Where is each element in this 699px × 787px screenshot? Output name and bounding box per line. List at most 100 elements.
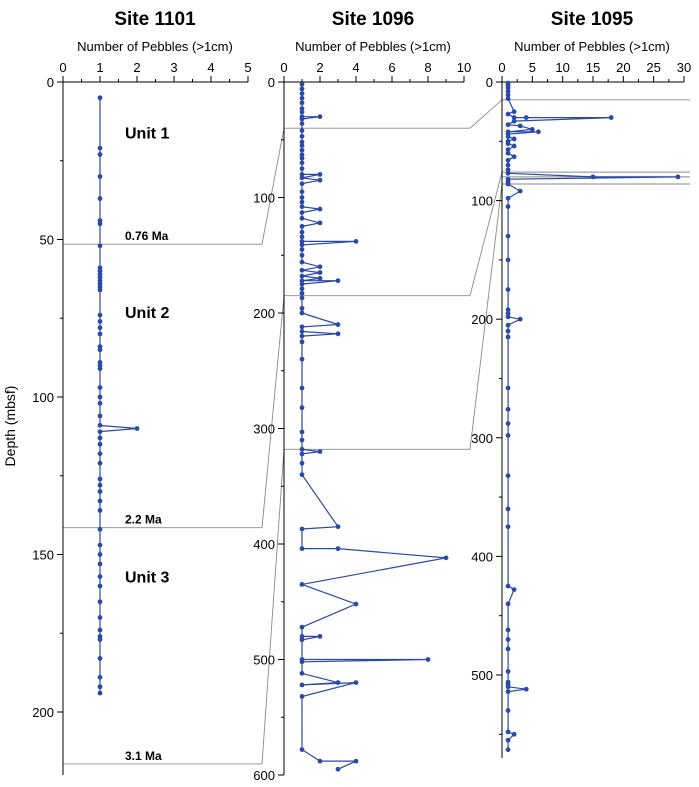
x-tick-label: 5 (244, 60, 251, 75)
unit-label: Unit 1 (125, 125, 170, 142)
data-point (299, 694, 305, 699)
data-point (97, 422, 103, 428)
data-point (511, 143, 517, 149)
correlation-lines (63, 99, 690, 765)
data-point (335, 322, 341, 327)
data-point (511, 154, 517, 160)
data-point (299, 234, 305, 240)
data-point (299, 166, 305, 172)
data-point (590, 174, 596, 180)
data-point (505, 287, 511, 292)
data-point (97, 174, 103, 179)
data-point (299, 451, 305, 457)
panel-title-1101: Site 1101 (114, 9, 196, 30)
x-tick-label: 20 (616, 60, 630, 75)
data-point (317, 634, 323, 639)
data-point (317, 177, 323, 183)
data-point (299, 333, 305, 339)
data-point (517, 123, 523, 129)
panel-site-1096: Site 1096 Number of Pebbles (>1cm) 0 2 4 6 8… (253, 9, 471, 783)
data-point (517, 316, 523, 322)
data-point (299, 281, 305, 287)
x-tick-label: 0 (498, 60, 505, 75)
data-point (505, 669, 511, 674)
data-point (299, 273, 305, 279)
data-point (97, 599, 103, 605)
data-point (97, 690, 103, 696)
data-point (505, 195, 511, 201)
data-point (97, 637, 103, 642)
data-point (299, 259, 305, 265)
data-point (317, 264, 323, 270)
x-tick-label: 2 (316, 60, 323, 75)
data-point (505, 385, 511, 391)
data-point (97, 400, 103, 406)
data-point (299, 582, 305, 587)
unit-label: Unit 3 (125, 570, 170, 587)
data-point (505, 181, 511, 187)
data-point (97, 145, 103, 151)
data-point (97, 684, 103, 690)
data-point (335, 546, 341, 552)
x-tick-label: 15 (586, 60, 600, 75)
correlation-line (261, 295, 285, 528)
y-tick-label: 150 (32, 548, 54, 563)
x-axis-label-1095: Number of Pebbles (>1cm) (514, 39, 670, 54)
data-point (299, 747, 305, 752)
data-point (505, 334, 511, 340)
series-line (99, 97, 138, 694)
correlation-line (261, 449, 285, 765)
data-point (517, 188, 523, 194)
data-point (353, 758, 359, 764)
x-tick-label: 25 (646, 60, 660, 75)
y-tick-label: 0 (47, 75, 54, 90)
y-tick-label: 200 (471, 312, 493, 327)
data-point (317, 114, 323, 120)
data-point (529, 127, 535, 132)
data-point (97, 95, 103, 101)
data-point (299, 437, 305, 443)
y-tick-label: 500 (471, 668, 493, 683)
x-tick-label: 30 (677, 60, 691, 75)
data-point (505, 506, 511, 512)
data-point (299, 128, 305, 133)
data-point (97, 366, 103, 372)
data-point (505, 122, 511, 128)
data-point (97, 413, 103, 419)
age-label: 3.1 Ma (125, 749, 162, 763)
data-point (335, 766, 341, 772)
data-point (299, 81, 305, 87)
data-point (425, 657, 431, 662)
data-point (299, 329, 305, 334)
data-point (299, 634, 305, 639)
data-point (299, 339, 305, 345)
y-tick-label: 0 (268, 75, 275, 90)
data-point (505, 162, 511, 168)
data-point (299, 160, 305, 166)
data-point (505, 141, 511, 147)
y-tick-label: 100 (253, 191, 275, 206)
data-point (97, 451, 103, 457)
data-point (299, 546, 305, 552)
data-point (505, 637, 511, 642)
y-tick-label: 50 (40, 233, 54, 248)
data-point (97, 243, 103, 249)
data-point (299, 189, 305, 195)
data-point (299, 385, 305, 391)
correlation-line (261, 128, 285, 245)
panel-site-1101: Site 1101 Number of Pebbles (>1cm) 0 1 2 3 4… (32, 9, 252, 775)
data-point (335, 680, 341, 685)
data-point (299, 143, 305, 148)
data-point (299, 238, 305, 244)
data-point (511, 109, 517, 115)
data-point (443, 555, 449, 561)
data-point (505, 310, 511, 316)
data-point (299, 116, 305, 122)
data-point (97, 656, 103, 661)
panel-site-1095: Site 1095 Number of Pebbles (>1cm) 0 5 10 1… (471, 9, 691, 758)
data-point (299, 204, 305, 210)
x-tick-label: 8 (424, 60, 431, 75)
x-tick-label: 10 (457, 60, 471, 75)
